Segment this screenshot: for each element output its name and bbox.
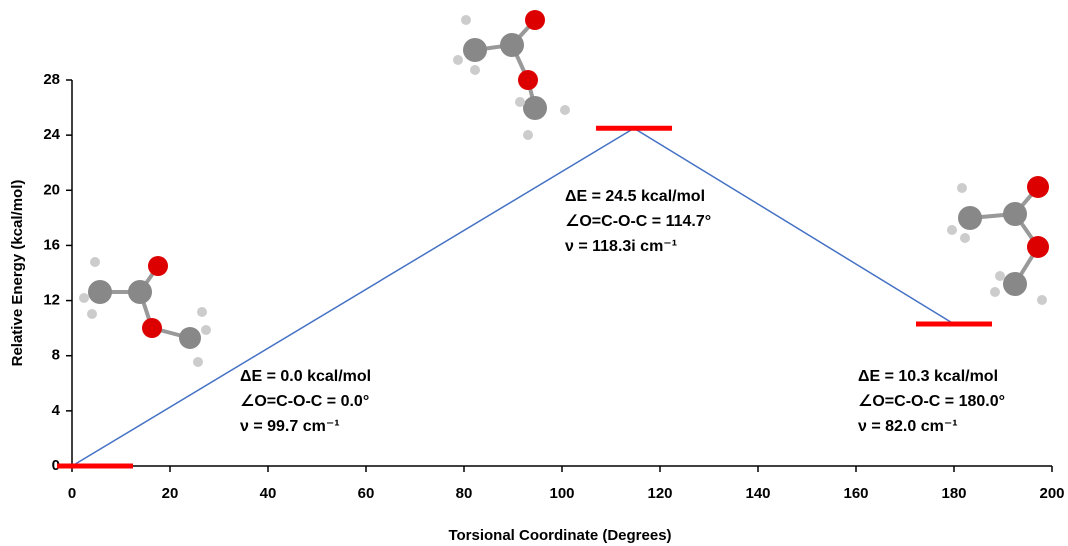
x-tick-label: 120 — [647, 485, 672, 502]
x-axis-title: Torsional Coordinate (Degrees) — [448, 527, 671, 544]
annotation: ν = 118.3i cm⁻¹ — [565, 238, 677, 255]
chart: Torsional Coordinate (Degrees) Relative … — [0, 0, 1068, 546]
annotation: ∠O=C-O-C = 0.0° — [240, 393, 369, 410]
molecule-icon — [947, 176, 1049, 305]
x-tick-label: 160 — [843, 485, 868, 502]
x-tick-label: 200 — [1039, 485, 1064, 502]
y-tick-label: 28 — [43, 71, 60, 88]
x-tick-label: 80 — [456, 485, 473, 502]
y-tick-label: 16 — [43, 236, 60, 253]
x-tick-label: 180 — [941, 485, 966, 502]
annotation: ΔE = 24.5 kcal/mol — [565, 188, 705, 205]
y-tick-label: 4 — [52, 402, 61, 419]
y-tick-label: 12 — [43, 292, 60, 309]
x-tick-label: 40 — [260, 485, 277, 502]
annotation: ν = 82.0 cm⁻¹ — [858, 418, 958, 435]
annotation: ν = 99.7 cm⁻¹ — [240, 418, 340, 435]
x-tick-label: 140 — [745, 485, 770, 502]
annotation: ∠O=C-O-C = 114.7° — [565, 213, 711, 230]
energy-line — [72, 128, 954, 466]
molecule-icon — [453, 10, 570, 140]
x-tick-label: 20 — [162, 485, 179, 502]
y-tick-label: 20 — [43, 181, 60, 198]
y-tick-label: 8 — [52, 347, 60, 364]
x-tick-label: 100 — [549, 485, 574, 502]
annotation: ΔE = 0.0 kcal/mol — [240, 368, 371, 385]
y-axis-title: Relative Energy (kcal/mol) — [9, 180, 26, 367]
y-tick-label: 24 — [43, 126, 60, 143]
annotation: ∠O=C-O-C = 180.0° — [858, 393, 1005, 410]
x-tick-label: 60 — [358, 485, 375, 502]
annotation: ΔE = 10.3 kcal/mol — [858, 368, 998, 385]
molecule-icon — [79, 256, 211, 367]
x-tick-label: 0 — [68, 485, 76, 502]
